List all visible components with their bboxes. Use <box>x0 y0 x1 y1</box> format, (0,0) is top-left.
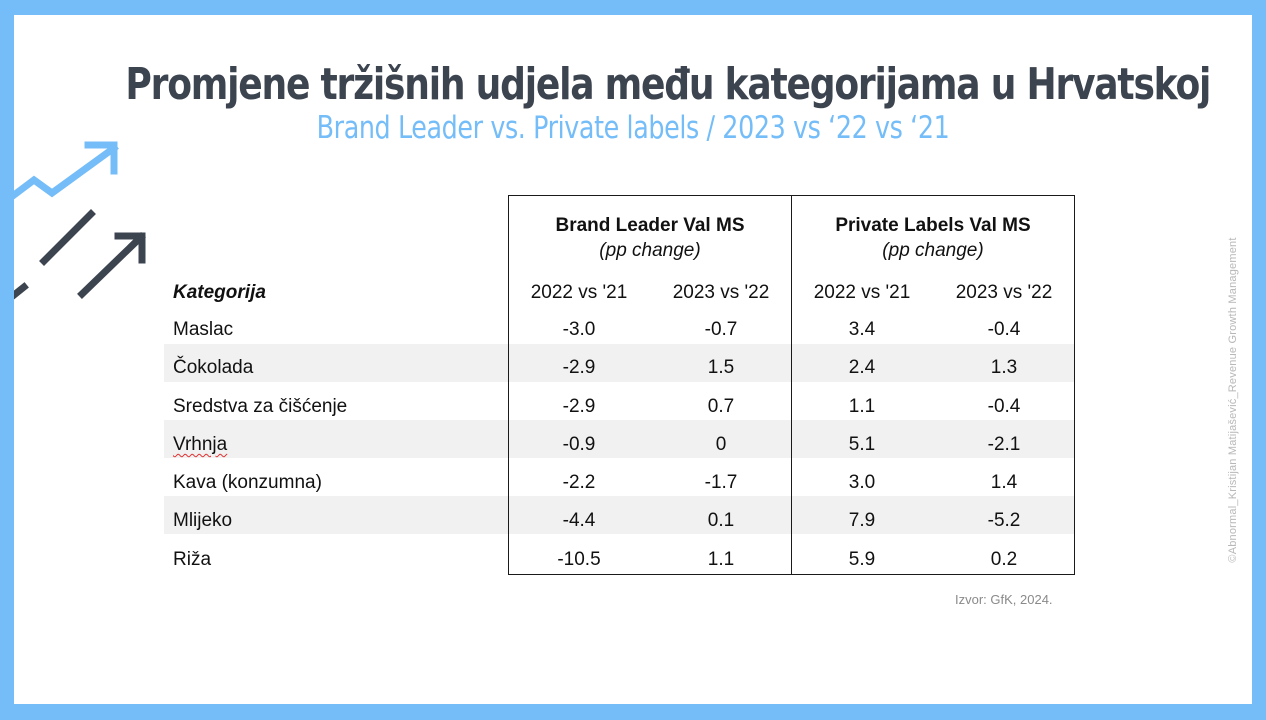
copyright-watermark: ©Abnormal_Kristijan Matijašević_Revenue … <box>1227 237 1239 563</box>
brand-leader-header: Brand Leader Val MS (pp change) <box>508 215 792 262</box>
private-labels-title: Private Labels Val MS <box>835 215 1031 236</box>
table-cell: -4.4 <box>562 510 596 531</box>
table-cell: 0.1 <box>707 510 735 531</box>
table-cell: -10.5 <box>557 549 601 570</box>
private-labels-subtitle: (pp change) <box>882 240 984 261</box>
table-cell: -0.4 <box>987 319 1021 340</box>
row-label-text: Vrhnja <box>173 434 228 455</box>
row-label: Maslac <box>173 319 234 340</box>
table-cell: 1.5 <box>707 357 735 378</box>
table-cell: 2.4 <box>848 357 876 378</box>
row-stripe <box>164 344 1074 382</box>
source-note: Izvor: GfK, 2024. <box>955 592 1053 607</box>
year-header: 2022 vs '21 <box>813 282 911 303</box>
private-labels-header: Private Labels Val MS (pp change) <box>791 215 1075 262</box>
table-cell: 3.4 <box>848 319 876 340</box>
table-cell: 1.3 <box>990 357 1018 378</box>
table-cell: 5.9 <box>848 549 876 570</box>
row-label: Vrhnja <box>173 434 227 456</box>
table-cell: -3.0 <box>562 319 596 340</box>
year-header: 2023 vs '22 <box>955 282 1053 303</box>
row-stripe <box>164 420 1074 458</box>
table-cell: -0.7 <box>704 319 738 340</box>
year-header: 2022 vs '21 <box>530 282 628 303</box>
row-label: Kava (konzumna) <box>173 472 322 493</box>
private-labels-frame <box>791 195 1075 575</box>
brand-leader-subtitle: (pp change) <box>599 240 701 261</box>
row-stripe <box>164 496 1074 534</box>
year-header: 2023 vs '22 <box>672 282 770 303</box>
table-cell: -0.9 <box>562 434 596 455</box>
page-title: Promjene tržišnih udjela među kategorija… <box>125 59 1211 110</box>
table-cell: 7.9 <box>848 510 876 531</box>
trend-arrows-icon <box>14 141 146 300</box>
slide: Promjene tržišnih udjela među kategorija… <box>14 15 1252 704</box>
table-cell: 0.2 <box>990 549 1018 570</box>
row-label: Mlijeko <box>173 510 233 531</box>
table-cell: 0.7 <box>707 396 735 417</box>
table-cell: 3.0 <box>848 472 876 493</box>
row-label: Čokolada <box>173 357 254 378</box>
row-label: Sredstva za čišćenje <box>173 396 348 417</box>
table-cell: 1.4 <box>990 472 1018 493</box>
category-header: Kategorija <box>173 282 266 303</box>
brand-leader-title: Brand Leader Val MS <box>555 215 745 236</box>
row-label: Riža <box>173 549 212 570</box>
page-subtitle: Brand Leader vs. Private labels / 2023 v… <box>316 110 950 146</box>
table-cell: -2.9 <box>562 396 596 417</box>
table-cell: -2.2 <box>562 472 596 493</box>
table-cell: -2.9 <box>562 357 596 378</box>
table-cell: 0 <box>715 434 727 455</box>
table-cell: -2.1 <box>987 434 1021 455</box>
table-cell: -5.2 <box>987 510 1021 531</box>
table-cell: -1.7 <box>704 472 738 493</box>
table-cell: 5.1 <box>848 434 876 455</box>
table-cell: 1.1 <box>848 396 876 417</box>
table-cell: 1.1 <box>707 549 735 570</box>
table-cell: -0.4 <box>987 396 1021 417</box>
